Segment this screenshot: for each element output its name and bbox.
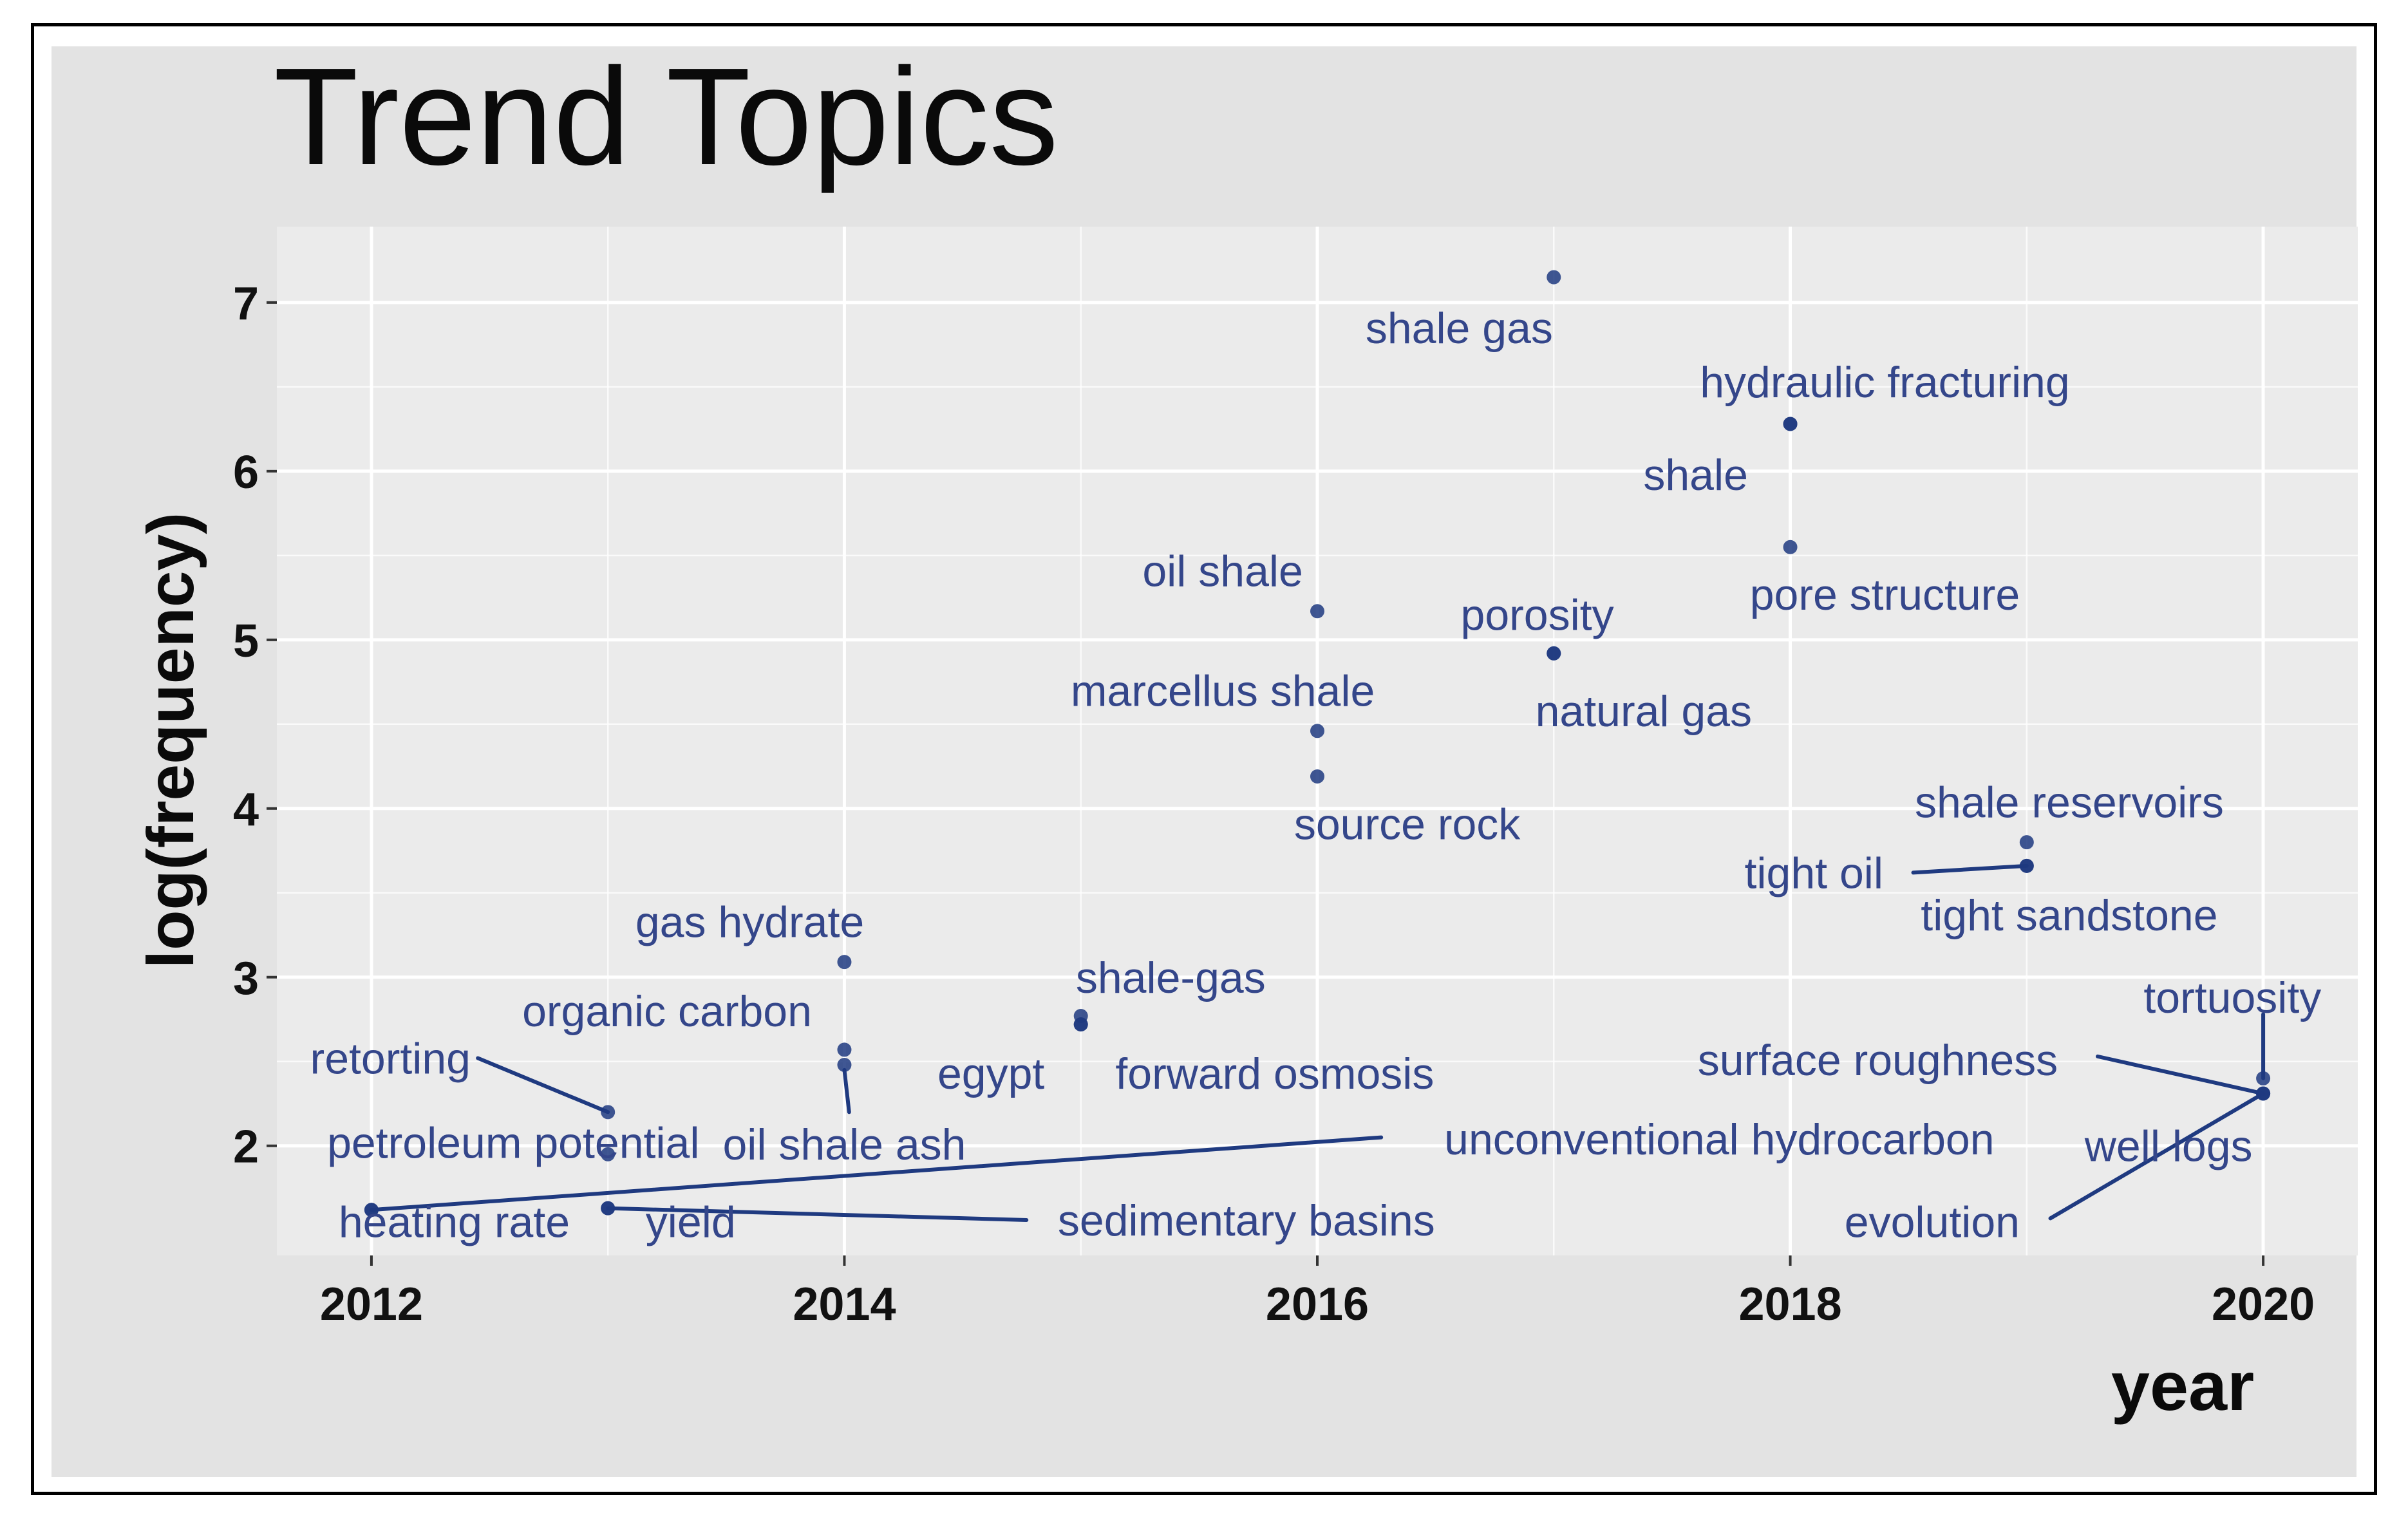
data-point xyxy=(1310,604,1324,619)
point-label: unconventional hydrocarbon xyxy=(1444,1115,1994,1164)
data-point xyxy=(2019,835,2034,850)
point-label: gas hydrate xyxy=(635,897,864,946)
data-point xyxy=(1783,540,1798,554)
data-point xyxy=(601,1147,616,1161)
data-point xyxy=(837,1057,852,1072)
point-label: shale reservoirs xyxy=(1915,778,2224,827)
leader-line xyxy=(842,1067,851,1114)
y-tick-label: 7 xyxy=(233,278,259,330)
point-label: heating rate xyxy=(339,1198,570,1247)
point-label: yield xyxy=(646,1198,736,1247)
data-point xyxy=(601,1105,616,1120)
x-axis-label: year xyxy=(2111,1347,2254,1425)
y-tick-label: 3 xyxy=(233,953,259,1004)
data-point xyxy=(364,1203,379,1217)
point-label: shale gas xyxy=(1366,304,1553,353)
point-label: tortuosity xyxy=(2143,973,2321,1022)
axes: 2012 2014 2016 2018 2020 2 3 4 5 6 7 xyxy=(233,278,2315,1330)
x-tick-label: 2020 xyxy=(2212,1279,2315,1330)
point-label: surface roughness xyxy=(1698,1036,2058,1085)
leader-line xyxy=(2048,1091,2266,1221)
leader-line xyxy=(476,1056,610,1114)
point-label: well logs xyxy=(2084,1122,2253,1171)
data-point xyxy=(1547,646,1561,661)
point-label: shale xyxy=(1643,451,1748,500)
point-label: retorting xyxy=(310,1034,471,1083)
point-labels: shale gas hydraulic fracturing shale pore s… xyxy=(310,304,2322,1246)
point-label: shale-gas xyxy=(1076,954,1266,1002)
point-label: egypt xyxy=(937,1049,1044,1098)
chart-title: Trend Topics xyxy=(274,39,1058,194)
data-point xyxy=(1783,417,1798,431)
y-tick-label: 6 xyxy=(233,447,259,498)
data-point xyxy=(837,1042,852,1057)
leader-line xyxy=(606,1206,1029,1222)
leader-line xyxy=(369,1135,1384,1212)
data-point xyxy=(1310,769,1324,784)
leader-line xyxy=(1911,863,2029,875)
point-label: natural gas xyxy=(1536,687,1752,736)
data-point xyxy=(1547,270,1561,285)
point-label: porosity xyxy=(1461,591,1614,640)
data-point xyxy=(1310,724,1324,738)
point-label: source rock xyxy=(1294,800,1521,849)
point-label: oil shale xyxy=(1142,547,1303,596)
point-label: marcellus shale xyxy=(1071,666,1375,715)
data-point xyxy=(2256,1086,2271,1101)
x-tick-label: 2016 xyxy=(1266,1279,1369,1330)
data-point xyxy=(601,1201,616,1216)
point-label: petroleum potential xyxy=(327,1118,699,1167)
x-tick-label: 2012 xyxy=(320,1279,423,1330)
point-label: hydraulic fracturing xyxy=(1700,358,2069,407)
x-tick-label: 2014 xyxy=(793,1279,896,1330)
leader-line xyxy=(2096,1054,2266,1096)
point-label: evolution xyxy=(1845,1198,2020,1247)
y-axis-label: log(frequency) xyxy=(134,512,207,968)
point-label: tight oil xyxy=(1745,849,1883,897)
data-point xyxy=(2256,1071,2271,1085)
point-label: organic carbon xyxy=(522,987,812,1036)
point-label: pore structure xyxy=(1750,570,2020,619)
point-label: tight sandstone xyxy=(1921,891,2217,940)
y-tick-label: 2 xyxy=(233,1122,259,1173)
x-tick-label: 2018 xyxy=(1738,1279,1841,1330)
point-label: forward osmosis xyxy=(1115,1049,1434,1098)
point-label: sedimentary basins xyxy=(1058,1196,1435,1245)
data-point xyxy=(1073,1017,1088,1032)
data-point xyxy=(837,955,852,970)
data-points xyxy=(364,270,2271,1217)
grid-lines xyxy=(277,227,2358,1255)
leader-lines xyxy=(369,863,2266,1222)
data-point xyxy=(2019,858,2034,873)
y-tick-label: 5 xyxy=(233,615,259,667)
point-label: oil shale ash xyxy=(722,1120,966,1169)
y-tick-label: 4 xyxy=(233,784,259,836)
